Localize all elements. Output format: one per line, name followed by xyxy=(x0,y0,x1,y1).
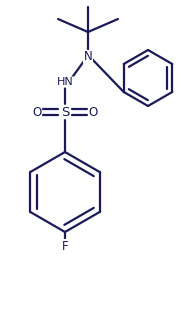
Text: N: N xyxy=(84,51,92,64)
Text: HN: HN xyxy=(57,77,73,87)
Text: O: O xyxy=(88,105,98,118)
Text: O: O xyxy=(32,105,42,118)
Text: F: F xyxy=(62,240,68,253)
Text: S: S xyxy=(61,105,69,118)
